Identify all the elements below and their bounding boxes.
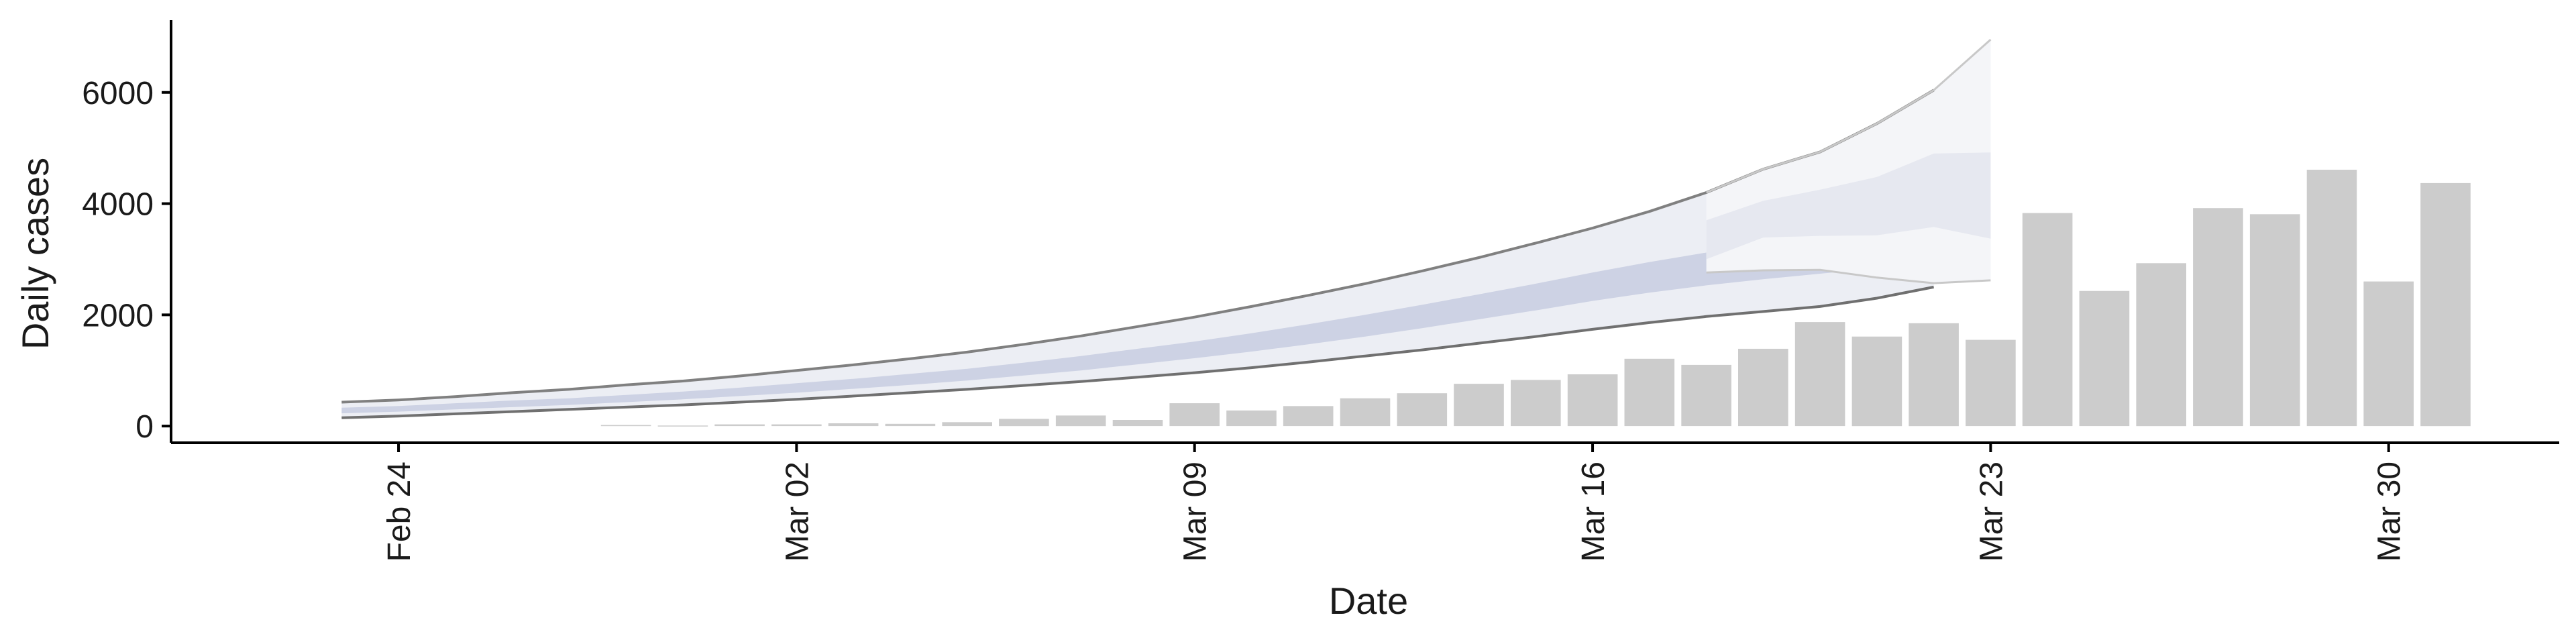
x-tick-label-2020-02-24: Feb 24 [382,462,417,561]
forecast-inner-band [1706,152,1991,260]
bar-2020-03-06 [999,419,1049,427]
bar-2020-03-25 [2079,290,2130,427]
x-tick-label-2020-03-30: Mar 30 [2372,462,2408,561]
bar-2020-03-10 [1226,410,1277,427]
axes: 0 2000 4000 6000 Feb 24 Mar 02 Mar 09 Mar 16 Mar… [82,20,2559,561]
bar-2020-03-03 [828,423,879,427]
bar-2020-03-18 [1681,364,1731,427]
bar-2020-03-08 [1112,420,1163,427]
bar-2020-03-26 [2136,263,2186,427]
bar-2020-03-20 [1794,322,1845,427]
bar-2020-03-19 [1738,348,1788,427]
bar-2020-03-09 [1169,403,1220,427]
bar-2020-03-28 [2249,214,2300,427]
x-tick-label-2020-03-23: Mar 23 [1974,462,2009,561]
bar-2020-03-07 [1055,415,1106,427]
bar-2020-02-29 [657,425,708,427]
forecast-bands [1706,40,1991,284]
y-tick-label-4000: 4000 [82,187,154,223]
bar-2020-03-14 [1454,384,1504,427]
estimate-lower-line [341,285,1934,419]
bar-2020-03-01 [714,424,765,427]
bar-2020-03-12 [1340,398,1391,427]
forecast-lower-line [1706,268,1991,284]
bar-2020-03-17 [1624,358,1675,427]
bar-2020-03-22 [1909,323,1959,427]
x-tick-label-2020-03-16: Mar 16 [1576,462,1611,561]
bar-2020-03-30 [2363,281,2414,427]
bar-2020-03-13 [1397,393,1448,427]
bar-2020-03-04 [885,423,936,427]
bar-2020-03-27 [2193,208,2243,427]
bar-2020-03-02 [771,424,822,427]
bar-2020-03-31 [2420,182,2471,427]
bar-2020-03-23 [1966,339,2016,427]
estimate-lines [341,38,1992,419]
y-axis-title: Daily cases [14,158,56,350]
x-axis-title: Date [1329,580,1408,622]
bar-2020-03-24 [2022,213,2073,427]
bar-2020-03-15 [1511,380,1561,427]
bar-2020-03-16 [1567,374,1618,427]
estimate-upper-line [341,89,1935,404]
bar-2020-03-11 [1283,406,1334,427]
y-tick-label-6000: 6000 [82,76,154,111]
bar-2020-03-29 [2306,170,2357,427]
bar-2020-03-05 [942,422,992,427]
x-tick-label-2020-03-02: Mar 02 [780,462,815,561]
y-tick-label-2000: 2000 [82,298,154,333]
bar-2020-02-28 [600,425,651,427]
bars [600,170,2471,427]
bar-2020-03-21 [1851,336,1902,427]
forecast-upper-line [1706,38,1992,194]
x-tick-label-2020-03-09: Mar 09 [1178,462,1214,561]
y-tick-label-0: 0 [136,409,154,445]
